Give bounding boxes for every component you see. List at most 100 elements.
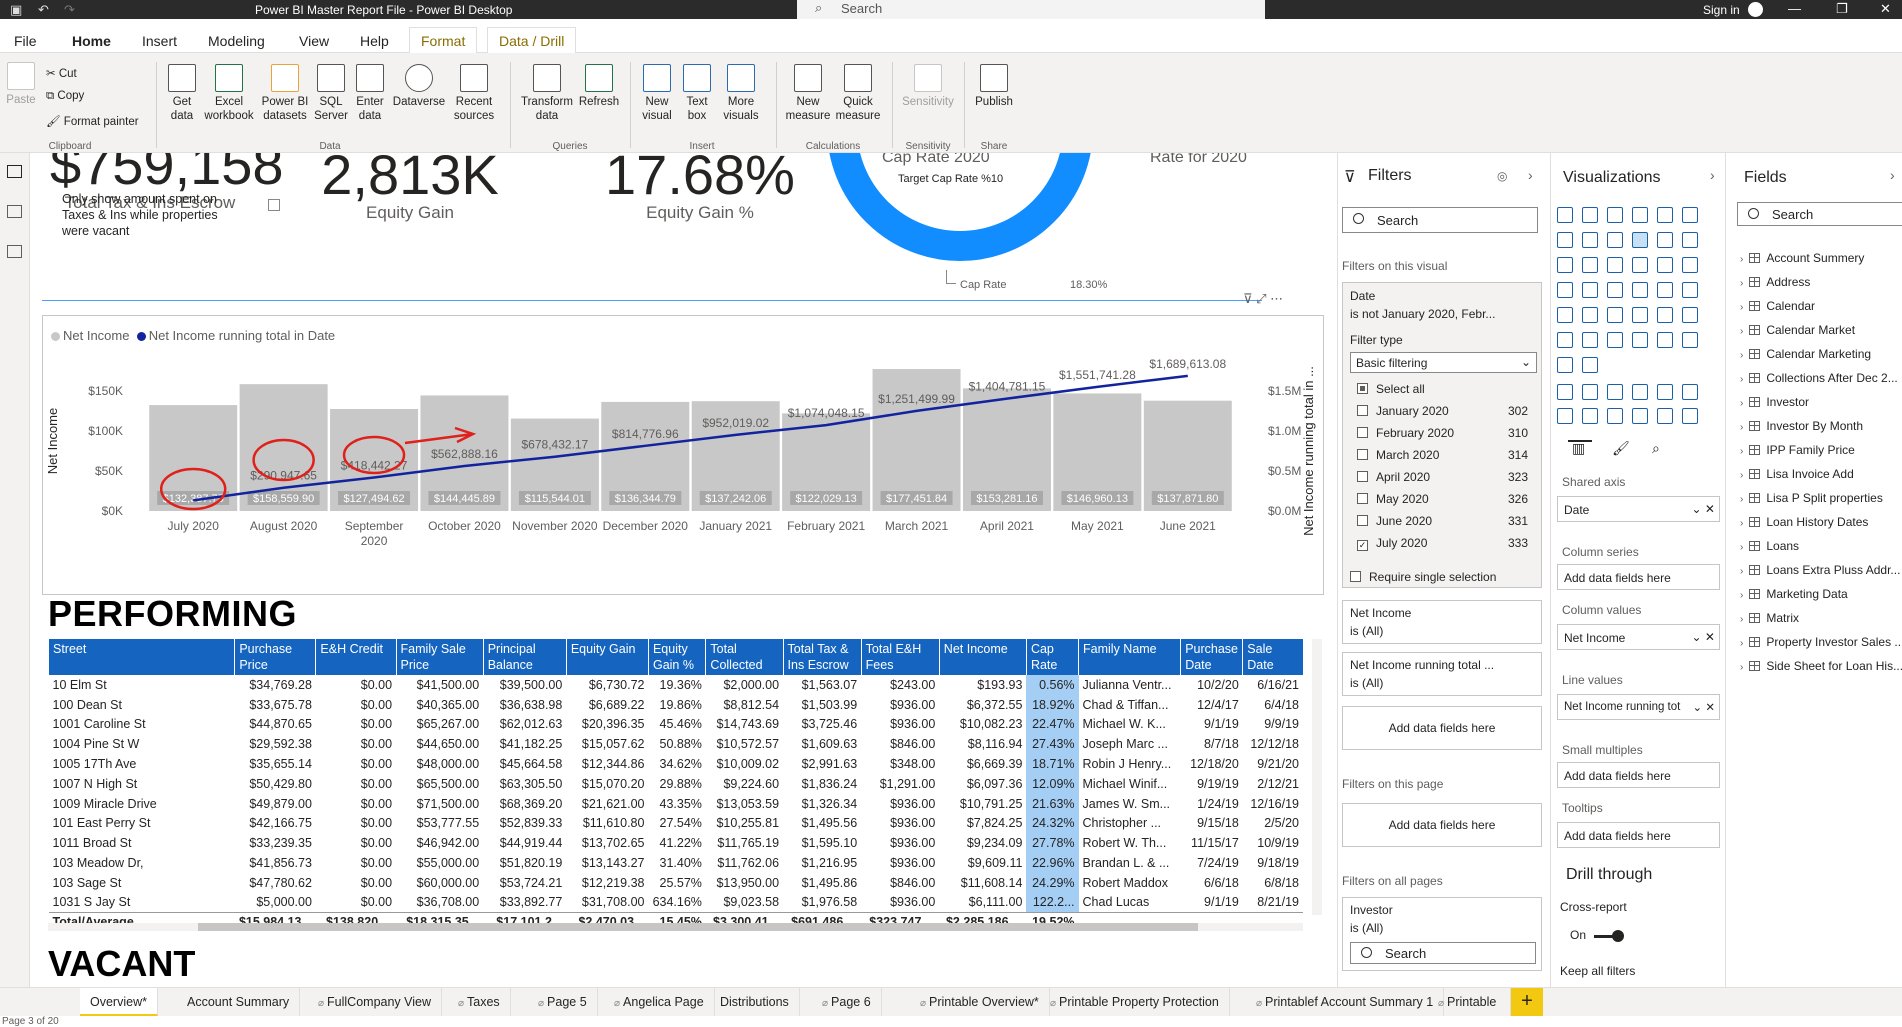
visual-type-icon[interactable] [1632,257,1648,273]
visual-type-icon[interactable] [1557,332,1573,348]
visual-type-icon[interactable] [1607,257,1623,273]
date-filter-card[interactable] [1342,282,1542,588]
visual-type-icon[interactable] [1682,257,1698,273]
filters-search[interactable]: Search [1342,207,1538,233]
visual-type-icon[interactable] [1657,282,1673,298]
cross-report-toggle[interactable] [1594,930,1624,942]
visual-type-icon[interactable] [1607,307,1623,323]
maximize-icon[interactable]: ❐ [1836,1,1848,16]
page-tab[interactable]: ⌀ FullCompany View [308,988,443,1017]
chevron-x-icon[interactable]: ⌄ ✕ [1692,702,1715,714]
visual-header-icons[interactable]: ⊽ ⤢ ⋯ [1243,291,1283,307]
custom-visual-icon[interactable] [1607,384,1623,400]
quick-measure-button[interactable]: Quick measure [832,64,884,123]
column-header[interactable]: E&H Credit [315,639,397,675]
visual-type-icon[interactable] [1557,257,1573,273]
filter-item-checked[interactable]: ✓ July 2020 [1357,536,1428,551]
dataverse-button[interactable]: Dataverse [390,64,448,109]
enter-data-button[interactable]: Enter data [350,64,390,123]
avatar[interactable] [1748,2,1763,17]
recent-sources-button[interactable]: Recent sources [446,64,502,123]
data-view-icon[interactable] [7,205,22,218]
custom-visual-icon[interactable] [1682,408,1698,424]
visual-type-icon[interactable] [1557,232,1573,248]
transform-data-button[interactable]: Transform data [516,64,578,123]
table-row[interactable]: 1009 Miracle Drive $49,879.00 $0.00 $71,500… [49,793,1304,814]
table-row[interactable]: 1031 S Jay St $5,000.00 $0.00 $36,708.00 $33… [49,892,1304,913]
visual-type-icon[interactable] [1582,207,1598,223]
tooltips-well[interactable]: Add data fields here [1557,822,1720,848]
format-painter-button[interactable]: 🖌 Format painter [46,116,139,128]
visual-type-icon[interactable] [1607,232,1623,248]
visual-type-icon[interactable] [1582,232,1598,248]
get-data-button[interactable]: Get data [161,64,203,123]
visual-type-icon[interactable] [1632,282,1648,298]
text-box-button[interactable]: Text box [678,64,716,123]
visual-type-icon[interactable] [1557,282,1573,298]
custom-visual-icon[interactable] [1582,408,1598,424]
table-row[interactable]: 1001 Caroline St $44,870.65 $0.00 $65,267.0… [49,714,1304,735]
filter-item[interactable]: May 2020 [1357,492,1429,506]
visual-type-icon[interactable] [1682,307,1698,323]
field-table-item[interactable]: › Investor [1740,395,1810,409]
page-tab[interactable]: ⌀ Page 6 [812,988,882,1017]
filter-item[interactable]: February 2020 [1357,426,1454,440]
custom-visual-icon[interactable] [1682,384,1698,400]
field-table-item[interactable]: › Investor By Month [1740,419,1864,433]
field-table-item[interactable]: › Loan History Dates [1740,515,1869,529]
net-income-filter-card[interactable] [1342,600,1542,644]
require-single-checkbox[interactable]: Require single selection [1350,570,1496,584]
column-header[interactable]: Total E&H Fees [860,639,940,675]
add-visual-filter-drop[interactable]: Add data fields here [1342,706,1542,750]
page-tab[interactable]: ⌀ Printable Property Protection [1040,988,1230,1017]
field-table-item[interactable]: › Calendar Market [1740,323,1856,337]
performing-table[interactable]: Street Purchase Price E&H Credit Family Sal… [47,639,1304,932]
column-header[interactable]: Equity Gain % [647,639,706,675]
custom-visual-icon[interactable] [1582,384,1598,400]
custom-visual-icon[interactable] [1557,408,1573,424]
visual-type-icon[interactable] [1657,332,1673,348]
field-table-item[interactable]: › Lisa Invoice Add [1740,467,1854,481]
bar[interactable] [872,369,961,511]
table-row[interactable]: 1004 Pine St W $29,592.38 $0.00 $44,650.00 $… [49,734,1304,755]
page-tab[interactable]: Account Summary [177,988,301,1017]
close-icon[interactable]: ✕ [1880,1,1891,16]
paste-button[interactable]: Paste [4,62,38,107]
filter-icon[interactable]: ⊽ [1243,291,1253,306]
cap-rate-donut[interactable] [800,153,1120,263]
table-row[interactable]: 100 Dean St $33,675.78 $0.00 $40,365.00 $36,… [49,694,1304,715]
bar[interactable] [239,384,328,511]
field-table-item[interactable]: › Calendar Marketing [1740,347,1872,361]
add-page-button[interactable]: + [1511,988,1543,1017]
visual-type-icon[interactable] [1607,332,1623,348]
pbi-datasets-button[interactable]: Power BI datasets [257,64,313,123]
save-icon[interactable]: ▣ [10,2,23,17]
report-view-icon[interactable] [7,165,22,178]
visual-type-icon[interactable] [1682,332,1698,348]
fields-well-icon[interactable]: ▥ [1572,440,1586,456]
new-measure-button[interactable]: New measure [782,64,834,123]
minimize-icon[interactable]: — [1788,1,1801,16]
column-values-well[interactable]: Net Income ⌄ ✕ [1557,624,1720,650]
tab-file[interactable]: File [14,33,37,49]
column-header[interactable]: Family Name [1078,639,1181,675]
column-header[interactable]: Sale Date [1242,639,1303,675]
page-tab[interactable]: ⌀ Printablef Account Summary 1 [1246,988,1445,1017]
filter-type-select[interactable]: Basic filtering ⌄ [1350,352,1537,373]
visual-type-icon[interactable] [1657,307,1673,323]
visual-type-icon[interactable] [1582,307,1598,323]
column-header[interactable]: Total Tax & Ins Escrow [782,639,862,675]
visual-type-icon[interactable] [1607,282,1623,298]
signin-link[interactable]: Sign in [1703,3,1740,17]
chevron-x-icon[interactable]: ⌄ ✕ [1691,630,1715,644]
custom-visual-icon[interactable] [1557,384,1573,400]
fields-search[interactable]: Search [1737,202,1902,226]
custom-visual-icon[interactable] [1657,408,1673,424]
field-table-item[interactable]: › IPP Family Price [1740,443,1855,457]
field-table-item[interactable]: › Address [1740,275,1811,289]
copy-button[interactable]: ⧉ Copy [46,90,85,102]
title-search[interactable]: ⌕ Search [797,0,1265,19]
column-series-well[interactable]: Add data fields here [1557,564,1720,590]
investor-filter-card[interactable] [1342,897,1542,971]
field-table-item[interactable]: › Calendar [1740,299,1816,313]
